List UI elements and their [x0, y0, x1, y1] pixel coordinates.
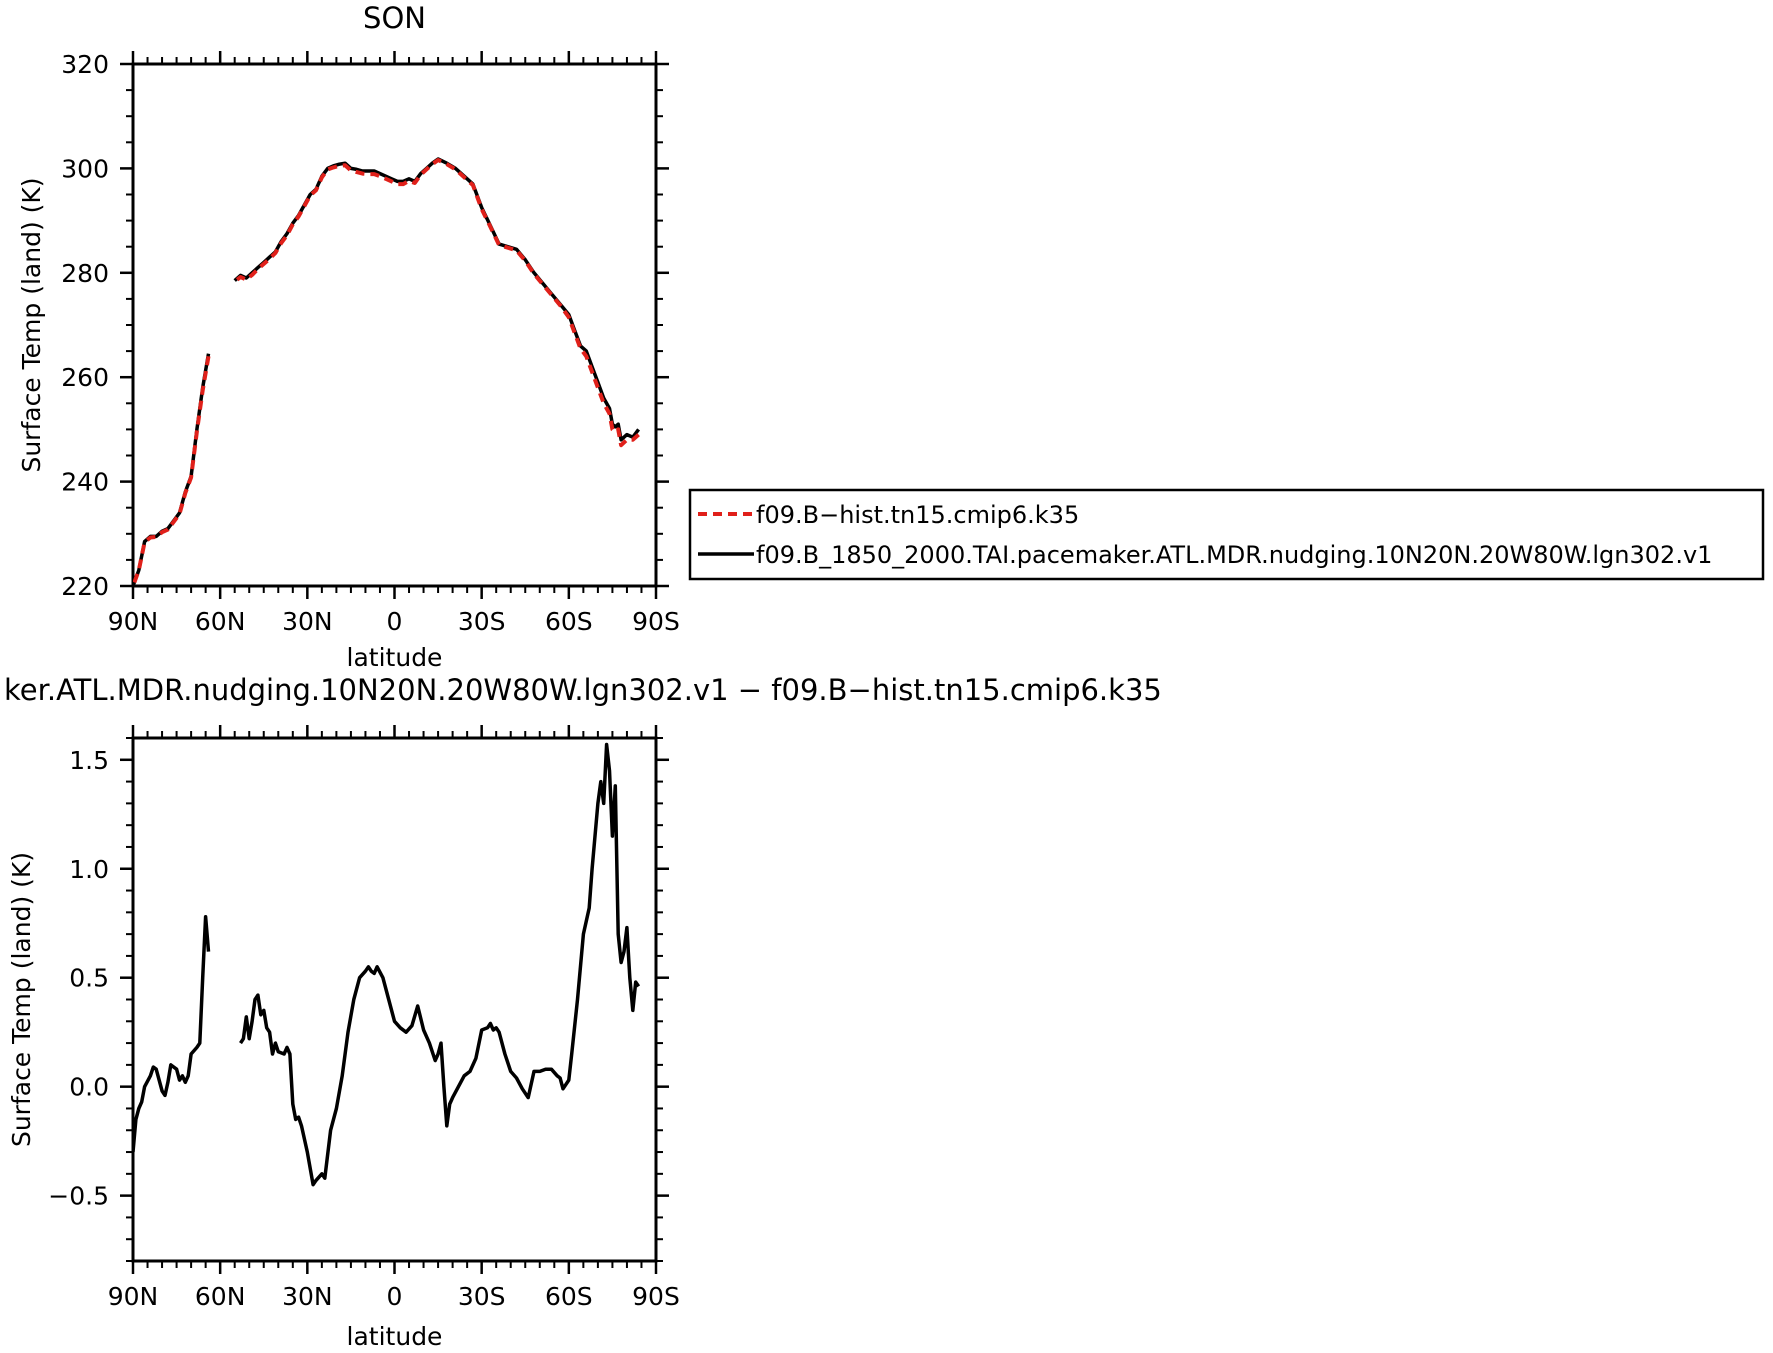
series-line-hist [133, 355, 211, 586]
y-tick-label: 220 [61, 572, 109, 601]
x-tick-label: 60N [195, 1282, 246, 1311]
y-tick-label: 1.5 [69, 746, 109, 775]
series-line-pacemaker [239, 742, 641, 1187]
y-tick-label: 300 [61, 154, 109, 183]
legend: f09.B−hist.tn15.cmip6.k35 f09.B_1850_2000… [688, 488, 1765, 581]
y-tick-label: 320 [61, 50, 109, 79]
x-tick-label: 60S [545, 1282, 593, 1311]
series-line-pacemaker [233, 157, 641, 442]
plot-frame [131, 62, 658, 588]
x-tick-label: 90S [632, 607, 680, 636]
chart-top: SON 90N 60N 30N 0 30S 60S 90S 220 240 260 280 300 320… [17, 1, 680, 672]
x-tick-label: 30S [458, 607, 506, 636]
x-tick-label: 90S [632, 1282, 680, 1311]
chart-bottom: ker.ATL.MDR.nudging.10N20N.20W80W.lgn302… [4, 673, 1162, 1351]
y-axis-label: Surface Temp (land) (K) [17, 177, 46, 472]
x-tick-label: 90N [108, 607, 159, 636]
x-axis-label: latitude [347, 643, 443, 672]
x-tick-label: 90N [108, 1282, 159, 1311]
y-tick-label: 260 [61, 363, 109, 392]
chart-title: ker.ATL.MDR.nudging.10N20N.20W80W.lgn302… [4, 673, 1162, 707]
chart-title: SON [363, 1, 426, 35]
y-tick-label: 1.0 [69, 855, 109, 884]
x-tick-label: 30N [282, 607, 333, 636]
legend-label: f09.B−hist.tn15.cmip6.k35 [756, 501, 1079, 529]
y-tick-label: 0.0 [69, 1073, 109, 1102]
x-tick-label: 0 [387, 607, 403, 636]
y-tick-label: 0.5 [69, 964, 109, 993]
x-tick-label: 30N [282, 1282, 333, 1311]
y-tick-label: 240 [61, 468, 109, 497]
series-line-pacemaker [133, 914, 211, 1153]
series-line-hist [233, 158, 640, 448]
x-axis-label: latitude [347, 1322, 443, 1351]
y-tick-label: −0.5 [48, 1182, 109, 1211]
x-tick-label: 0 [387, 1282, 403, 1311]
legend-box [688, 488, 1765, 581]
x-tick-label: 30S [458, 1282, 506, 1311]
y-axis-label: Surface Temp (land) (K) [7, 852, 36, 1147]
x-tick-label: 60N [195, 607, 246, 636]
x-tick-label: 60S [545, 607, 593, 636]
legend-label: f09.B_1850_2000.TAI.pacemaker.ATL.MDR.nu… [756, 541, 1712, 569]
y-tick-label: 280 [61, 259, 109, 288]
